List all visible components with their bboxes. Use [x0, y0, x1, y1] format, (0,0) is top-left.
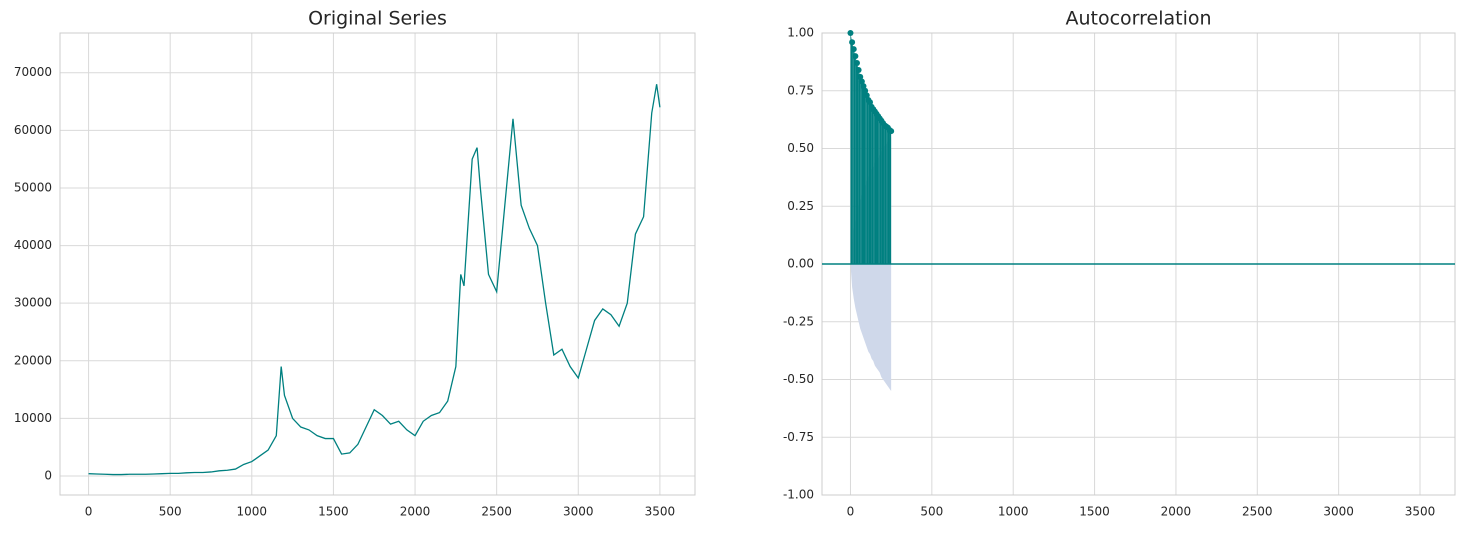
x-tick-label: 3500 [1405, 505, 1436, 519]
acf-stem [886, 126, 888, 265]
acf-stem [889, 130, 892, 264]
acf-stem [850, 33, 853, 264]
acf-stem [860, 76, 862, 264]
chart-title: Autocorrelation [1065, 8, 1211, 30]
acf-stem [873, 109, 875, 264]
acf-stem [883, 123, 885, 264]
y-tick-label: 0.50 [787, 141, 814, 155]
y-tick-label: -1.00 [783, 488, 814, 502]
y-tick-label: 0.75 [787, 83, 814, 97]
x-tick-label: 1500 [1079, 505, 1110, 519]
acf-stem [856, 63, 859, 264]
acf-stem [863, 86, 866, 264]
acf-stem [852, 42, 854, 264]
chart-title: Original Series [308, 8, 447, 30]
acf-stem [865, 90, 867, 264]
acf-stem [870, 102, 872, 264]
acf-stem [855, 56, 857, 264]
x-tick-label: 2500 [481, 505, 512, 519]
y-tick-label: -0.25 [783, 314, 814, 328]
acf-stem [866, 95, 869, 265]
acf-stem [861, 81, 864, 264]
acf-stem [874, 111, 877, 264]
acf-marker [849, 39, 856, 46]
acf-marker [852, 53, 859, 60]
x-tick-label: 1000 [998, 505, 1029, 519]
y-tick-label: 10000 [14, 411, 52, 425]
acf-marker [860, 83, 867, 90]
acf-stem [876, 113, 879, 264]
acf-stem [884, 125, 887, 265]
acf-marker [850, 46, 857, 53]
x-tick-label: 500 [159, 505, 182, 519]
acf-marker [855, 66, 862, 73]
acf-stem [858, 69, 861, 265]
y-tick-label: 60000 [14, 123, 52, 137]
x-tick-label: 0 [847, 505, 855, 519]
acf-marker [867, 99, 874, 106]
y-tick-label: 50000 [14, 180, 52, 194]
x-tick-label: 500 [920, 505, 943, 519]
y-tick-label: -0.75 [783, 430, 814, 444]
x-tick-label: 0 [85, 505, 93, 519]
acf-marker [862, 87, 869, 94]
acf-stem [853, 49, 856, 264]
plot-frame [59, 32, 696, 496]
acf-marker [847, 30, 854, 36]
acf-stem [887, 127, 890, 265]
series-line [88, 84, 661, 476]
y-tick-label: 20000 [14, 353, 52, 367]
acf-stem [871, 106, 874, 264]
x-tick-label: 3500 [645, 505, 676, 519]
y-tick-label: 70000 [14, 65, 52, 79]
x-tick-label: 1500 [318, 505, 349, 519]
x-tick-label: 2000 [400, 505, 431, 519]
acf-marker [853, 60, 860, 67]
acf-stem [879, 118, 882, 264]
acf-stem [868, 99, 871, 265]
acf-marker [863, 92, 870, 99]
acf-marker [888, 128, 895, 135]
acf-marker [858, 78, 865, 85]
y-tick-label: 0.25 [787, 199, 814, 213]
y-tick-label: -0.50 [783, 372, 814, 386]
acf-stem [878, 116, 880, 264]
acf-stem [881, 120, 884, 264]
y-tick-label: 0 [44, 468, 52, 482]
x-tick-label: 3000 [563, 505, 594, 519]
x-tick-label: 2500 [1242, 505, 1273, 519]
x-tick-label: 1000 [237, 505, 268, 519]
acf-marker [857, 73, 864, 80]
y-tick-label: 1.00 [787, 26, 814, 40]
x-tick-label: 2000 [1161, 505, 1192, 519]
x-tick-label: 3000 [1323, 505, 1354, 519]
y-tick-label: 30000 [14, 296, 52, 310]
y-tick-label: 0.00 [787, 257, 814, 271]
y-tick-label: 40000 [14, 238, 52, 252]
